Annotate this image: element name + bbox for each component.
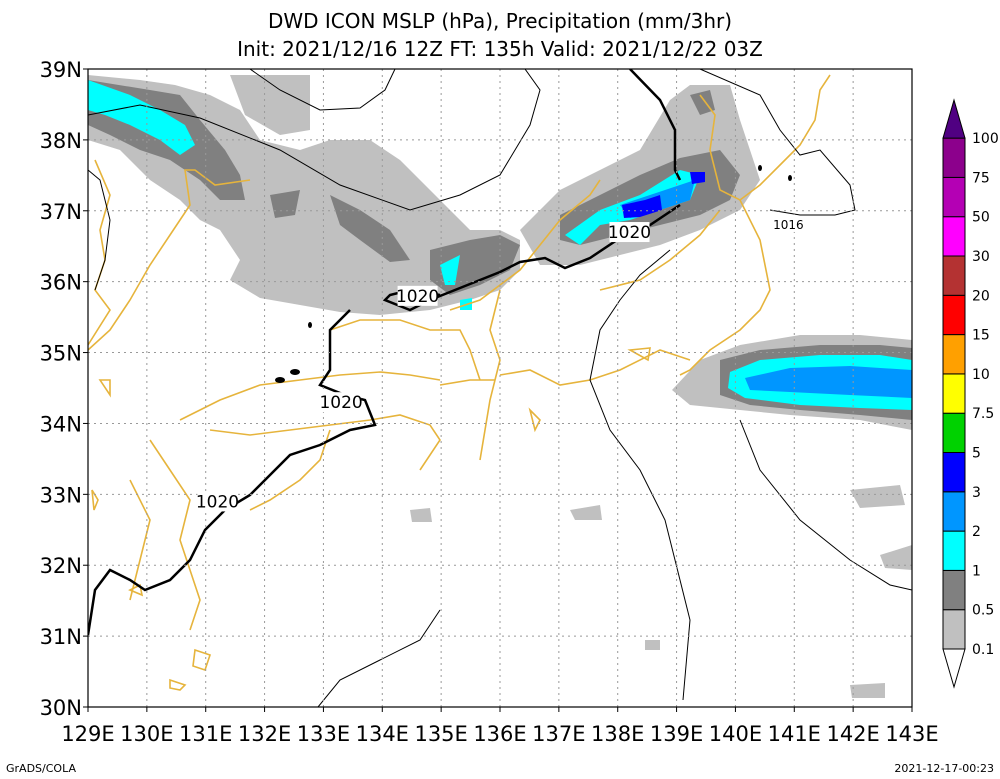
legend-color-box <box>942 137 966 178</box>
isobar-label-bg <box>197 491 238 512</box>
legend-label: 7.5 <box>972 406 994 422</box>
legend-color-box <box>942 609 966 650</box>
legend-label: 15 <box>972 328 990 344</box>
legend-color-box <box>942 176 966 218</box>
x-tick-label: 139E <box>650 722 703 746</box>
isobar-label: 1020 <box>396 287 439 307</box>
x-tick-label: 129E <box>61 722 114 746</box>
legend-arrow-top <box>942 98 966 139</box>
isobar-label: 1020 <box>608 223 651 243</box>
precip-3mm <box>622 172 705 218</box>
legend-label: 50 <box>972 210 990 226</box>
legend-label: 2 <box>972 524 981 540</box>
legend-color-box <box>942 412 966 454</box>
chart-subtitle: Init: 2021/12/16 12Z FT: 135h Valid: 202… <box>237 37 763 61</box>
small-isobars <box>275 165 792 383</box>
isobar-labels: 1020 1020 1020 1020 1016 <box>196 217 804 512</box>
isobar-label: 1020 <box>319 393 362 413</box>
legend-color-box <box>942 255 966 296</box>
legend-label: 75 <box>972 170 990 186</box>
legend-label: 20 <box>972 288 990 304</box>
y-tick-label: 31N <box>40 625 82 649</box>
footer-right: 2021-12-17-00:23 <box>894 762 994 775</box>
legend-color-box <box>942 569 966 611</box>
y-tick-label: 38N <box>40 129 82 153</box>
isobar-label-bg <box>397 285 438 306</box>
isobar-label-bg <box>321 392 362 413</box>
legend-label: 0.5 <box>972 603 994 619</box>
isobar-label-bg <box>774 217 803 232</box>
x-tick-label: 136E <box>473 722 526 746</box>
x-tick-label: 130E <box>120 722 173 746</box>
y-tick-label: 30N <box>40 696 82 720</box>
precip-legend: 0.1 0.5 1 2 3 5 7.5 10 15 20 30 50 75 100 <box>942 98 999 689</box>
x-tick-label: 141E <box>768 722 821 746</box>
y-tick-label: 35N <box>40 342 82 366</box>
legend-arrow-bottom <box>942 648 966 689</box>
x-tick-label: 135E <box>414 722 467 746</box>
y-tick-label: 36N <box>40 271 82 295</box>
y-axis-ticks: 30N 31N 32N 33N 34N 35N 36N 37N 38N 39N <box>40 58 88 720</box>
isobar-label: 1016 <box>773 218 804 232</box>
x-axis-ticks: 129E 130E 131E 132E 133E 134E 135E 136E 137E 138E… <box>61 707 939 746</box>
legend-color-box <box>942 294 966 336</box>
legend-label: 100 <box>972 131 999 147</box>
y-tick-label: 37N <box>40 200 82 224</box>
x-tick-label: 132E <box>238 722 291 746</box>
legend-color-box <box>942 334 966 375</box>
y-tick-label: 32N <box>40 554 82 578</box>
x-tick-label: 133E <box>297 722 350 746</box>
footer-left: GrADS/COLA <box>6 762 76 775</box>
y-tick-label: 39N <box>40 58 82 82</box>
lat-lon-grid <box>88 69 912 707</box>
x-tick-label: 143E <box>885 722 938 746</box>
legend-label: 30 <box>972 249 990 265</box>
legend-label: 10 <box>972 367 990 383</box>
x-tick-label: 131E <box>179 722 232 746</box>
x-tick-label: 142E <box>826 722 879 746</box>
x-tick-label: 138E <box>591 722 644 746</box>
legend-color-box <box>942 530 966 571</box>
x-tick-label: 140E <box>709 722 762 746</box>
isobars <box>88 69 912 707</box>
legend-color-box <box>942 491 966 532</box>
isobar-label: 1020 <box>196 492 239 512</box>
legend-label: 3 <box>972 485 981 501</box>
legend-color-box <box>942 452 966 493</box>
x-tick-label: 137E <box>532 722 585 746</box>
legend-color-box <box>942 216 966 257</box>
legend-color-box <box>942 373 966 414</box>
legend-label: 1 <box>972 563 981 579</box>
legend-label: 5 <box>972 446 981 462</box>
legend-label: 0.1 <box>972 642 994 658</box>
x-tick-label: 134E <box>356 722 409 746</box>
chart-title: DWD ICON MSLP (hPa), Precipitation (mm/3… <box>268 9 732 33</box>
y-tick-label: 34N <box>40 412 82 436</box>
y-tick-label: 33N <box>40 483 82 507</box>
isobar-label-bg <box>609 222 650 243</box>
